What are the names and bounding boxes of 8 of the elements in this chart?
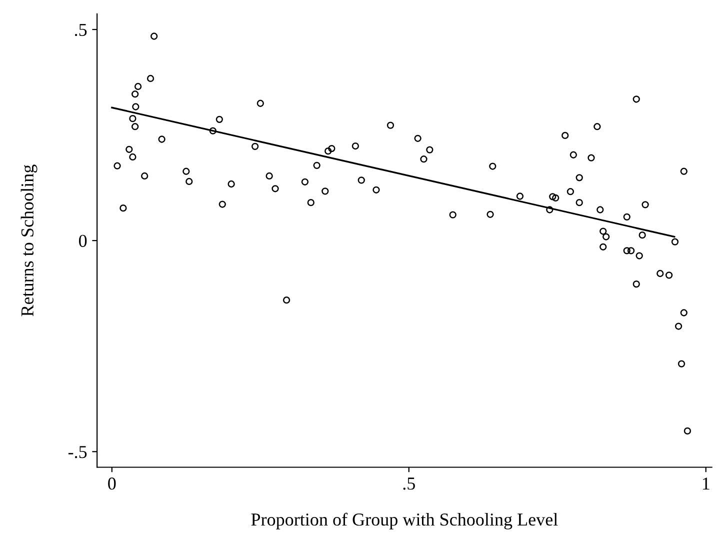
y-tick-label: 0 <box>79 234 87 248</box>
x-tick-label: .5 <box>403 478 415 490</box>
y-tick-label: -.5 <box>68 446 87 458</box>
y-axis-title: Returns to Schooling <box>20 164 38 316</box>
x-tick-label: 1 <box>702 478 710 490</box>
x-tick-label: 0 <box>108 477 116 490</box>
x-axis-title: Proportion of Group with Schooling Level <box>251 512 558 530</box>
y-tick-label: .5 <box>74 24 87 36</box>
